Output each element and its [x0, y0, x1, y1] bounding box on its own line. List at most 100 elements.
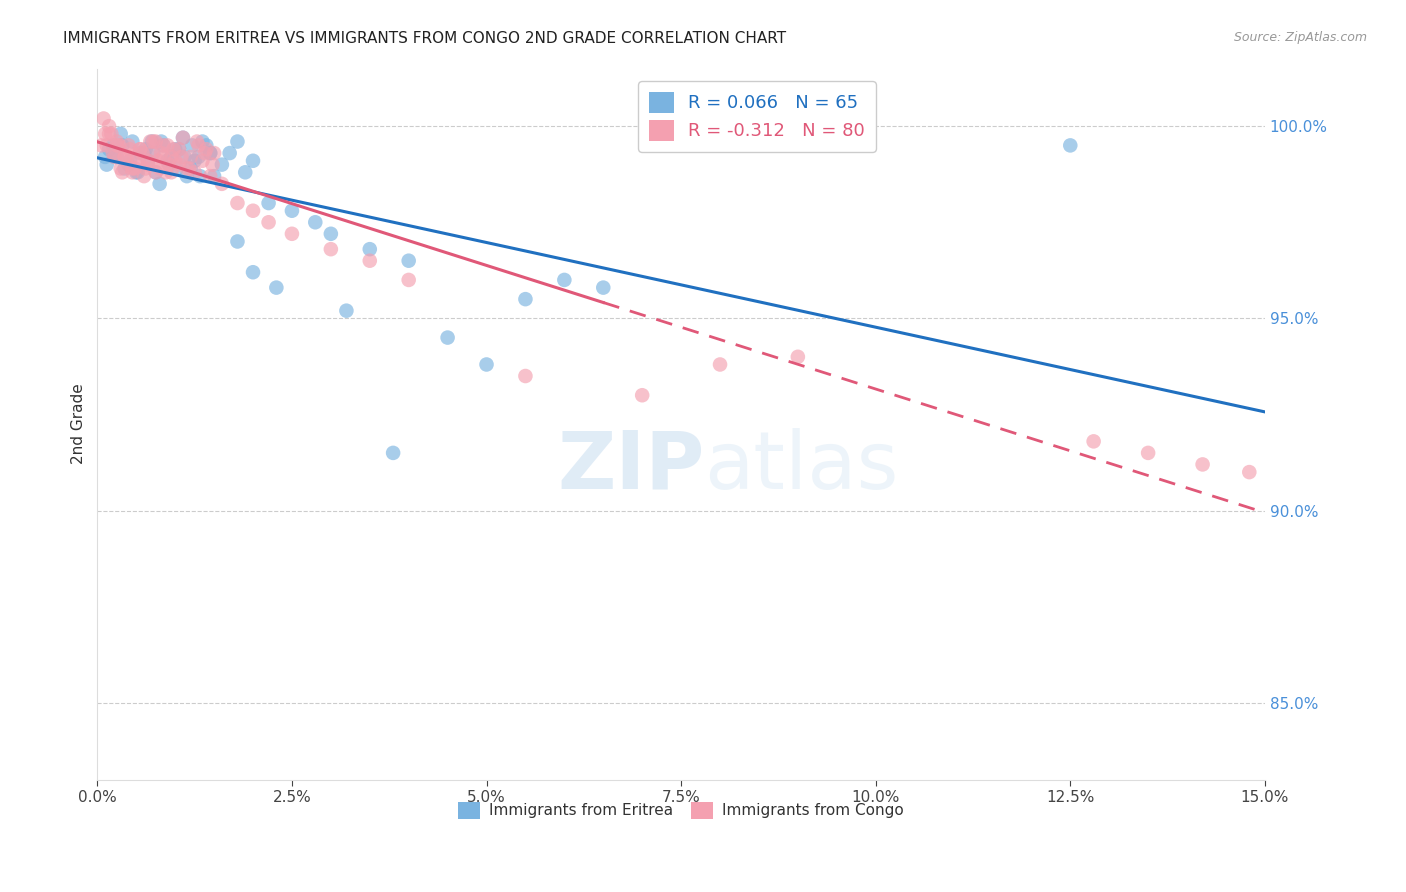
Y-axis label: 2nd Grade: 2nd Grade: [72, 384, 86, 465]
Point: [117, 138, 139, 153]
Point: [103, 150, 125, 164]
Point: [304, 215, 326, 229]
Point: [98, 142, 121, 156]
Legend: Immigrants from Eritrea, Immigrants from Congo: Immigrants from Eritrea, Immigrants from…: [453, 796, 910, 825]
Point: [145, 165, 167, 179]
Text: Source: ZipAtlas.com: Source: ZipAtlas.com: [1233, 31, 1367, 45]
Point: [136, 153, 159, 168]
Point: [1191, 458, 1213, 472]
Point: [226, 196, 249, 211]
Point: [226, 235, 249, 249]
Point: [162, 142, 184, 156]
Point: [118, 153, 141, 168]
Point: [266, 280, 288, 294]
Point: [160, 150, 183, 164]
Point: [110, 127, 132, 141]
Point: [186, 135, 208, 149]
Point: [173, 150, 195, 164]
Point: [165, 142, 187, 156]
Point: [359, 253, 381, 268]
Point: [93, 112, 115, 126]
Point: [117, 158, 139, 172]
Point: [281, 203, 304, 218]
Point: [183, 153, 205, 168]
Point: [118, 142, 141, 156]
Point: [121, 161, 143, 176]
Text: IMMIGRANTS FROM ERITREA VS IMMIGRANTS FROM CONGO 2ND GRADE CORRELATION CHART: IMMIGRANTS FROM ERITREA VS IMMIGRANTS FR…: [63, 31, 786, 46]
Point: [114, 161, 136, 176]
Point: [114, 150, 136, 164]
Point: [129, 142, 152, 156]
Point: [152, 138, 174, 153]
Point: [170, 150, 193, 164]
Point: [180, 150, 202, 164]
Point: [335, 303, 357, 318]
Point: [131, 146, 153, 161]
Point: [129, 142, 152, 156]
Point: [257, 196, 280, 211]
Point: [202, 146, 225, 161]
Point: [129, 146, 152, 161]
Point: [180, 161, 202, 176]
Point: [132, 146, 155, 161]
Point: [631, 388, 654, 402]
Point: [200, 146, 222, 161]
Point: [121, 135, 143, 149]
Point: [136, 153, 159, 168]
Point: [114, 150, 136, 164]
Point: [257, 215, 280, 229]
Point: [515, 369, 537, 384]
Point: [111, 138, 134, 153]
Point: [142, 146, 165, 161]
Point: [105, 138, 128, 153]
Point: [709, 358, 731, 372]
Point: [242, 203, 264, 218]
Point: [211, 158, 233, 172]
Point: [167, 142, 190, 156]
Point: [592, 280, 614, 294]
Point: [96, 138, 118, 153]
Point: [155, 165, 177, 179]
Point: [115, 150, 138, 164]
Point: [195, 142, 218, 156]
Point: [142, 135, 165, 149]
Point: [100, 127, 122, 141]
Point: [149, 177, 172, 191]
Point: [233, 165, 256, 179]
Point: [127, 153, 149, 168]
Point: [188, 169, 211, 183]
Point: [111, 165, 134, 179]
Point: [96, 158, 118, 172]
Point: [105, 135, 128, 149]
Point: [90, 138, 112, 153]
Point: [167, 158, 190, 172]
Point: [160, 165, 183, 179]
Point: [191, 135, 214, 149]
Point: [152, 138, 174, 153]
Point: [156, 153, 179, 168]
Point: [157, 158, 180, 172]
Point: [98, 127, 121, 141]
Point: [1137, 446, 1160, 460]
Point: [98, 119, 121, 133]
Point: [226, 135, 249, 149]
Point: [145, 165, 167, 179]
Point: [141, 146, 163, 161]
Point: [121, 165, 143, 179]
Point: [139, 135, 162, 149]
Point: [125, 153, 148, 168]
Point: [436, 330, 458, 344]
Point: [150, 135, 173, 149]
Point: [202, 169, 225, 183]
Point: [166, 161, 188, 176]
Point: [146, 153, 169, 168]
Point: [194, 146, 217, 161]
Point: [108, 138, 131, 153]
Point: [211, 177, 233, 191]
Point: [136, 158, 159, 172]
Point: [359, 242, 381, 256]
Point: [1083, 434, 1105, 449]
Point: [553, 273, 575, 287]
Point: [242, 265, 264, 279]
Point: [167, 142, 190, 156]
